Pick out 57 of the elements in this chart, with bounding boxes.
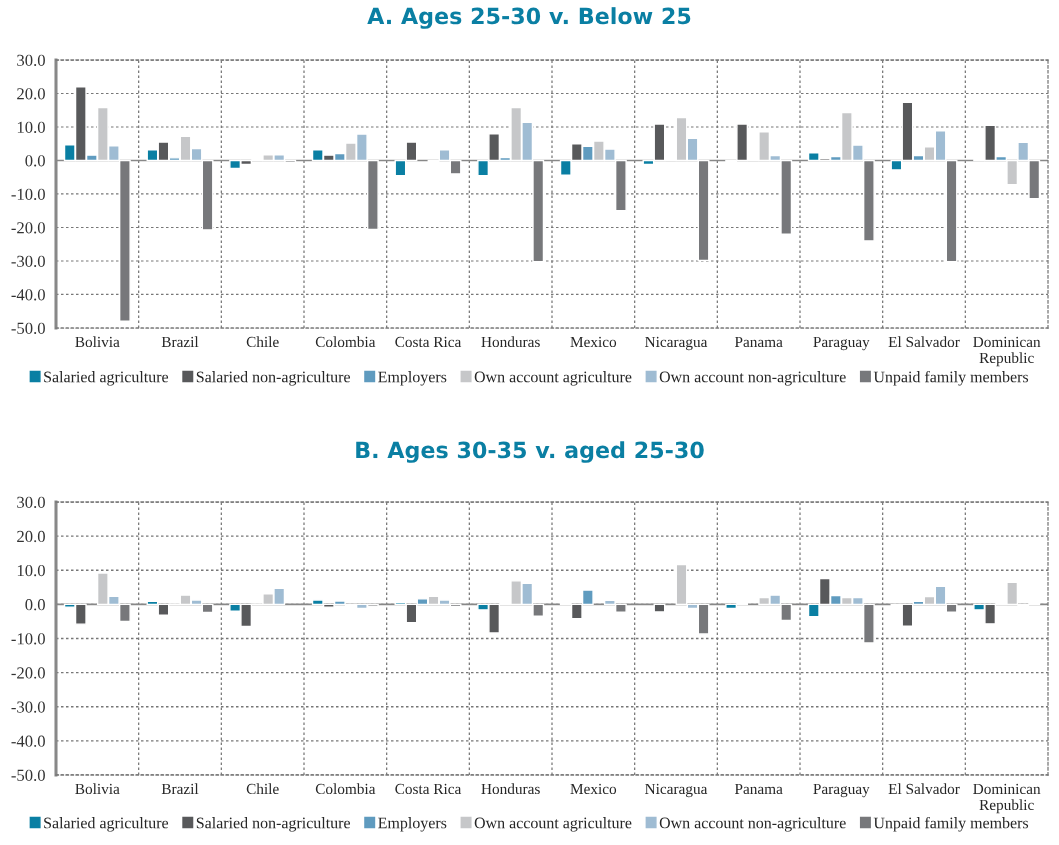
y-tick-label: -20.0 [11, 222, 45, 234]
y-tick-label: -30.0 [11, 701, 45, 713]
y-tick-label: 20.0 [17, 88, 45, 100]
x-tick-label: Costa Rica [395, 783, 462, 795]
legend-label: Unpaid family members [873, 370, 1029, 386]
x-tick-label: El Salvador [888, 336, 960, 348]
legend-label: Salaried agriculture [44, 371, 169, 386]
y-tick-label: -40.0 [11, 735, 45, 747]
x-tick-label: Mexico [570, 783, 617, 795]
x-tick-label: Paraguay [813, 336, 870, 351]
x-tick-label: Costa Rica [395, 336, 462, 348]
legend-label: Own account non-agriculture [659, 371, 846, 386]
y-tick-label: 10.0 [17, 121, 45, 134]
x-tick-label: Panama [734, 336, 783, 348]
x-tick-label: Brazil [161, 336, 199, 348]
y-tick-label: -50.0 [11, 322, 45, 335]
y-tick-label: 30.0 [17, 54, 45, 67]
y-tick-label: -10.0 [11, 188, 45, 201]
legend-label: Own account non-agriculture [659, 817, 846, 832]
x-tick-label: Colombia [315, 783, 376, 795]
legend-label: Employers [378, 817, 447, 832]
x-tick-label: Colombia [315, 336, 376, 348]
chart-title: B. Ages 30-35 v. aged 25-30 [356, 441, 704, 463]
x-tick-label: Nicaragua [645, 336, 708, 351]
y-tick-label: 0.0 [25, 155, 45, 167]
y-tick-label: -20.0 [11, 667, 45, 679]
x-tick-label: Honduras [481, 783, 540, 795]
x-tick-label: Paraguay [813, 783, 870, 798]
x-tick-label: Panama [734, 783, 783, 795]
x-tick-label: Brazil [161, 783, 199, 795]
y-tick-label: 30.0 [17, 496, 45, 509]
x-tick-label: El Salvador [888, 783, 960, 795]
y-tick-label: -40.0 [11, 289, 45, 301]
legend-label: Salaried non-agriculture [196, 817, 350, 832]
bar [653, 603, 666, 613]
x-tick-label: Bolivia [75, 783, 120, 795]
legend-label: Own account agriculture [474, 817, 632, 832]
y-tick-label: -30.0 [11, 255, 45, 268]
y-tick-label: -10.0 [11, 633, 45, 645]
x-tick-label: Chile [246, 336, 279, 348]
x-tick-label: Honduras [481, 336, 540, 348]
legend-label: Employers [378, 371, 447, 386]
y-tick-label: -50.0 [11, 769, 45, 782]
legend-label: Salaried agriculture [44, 817, 169, 832]
x-tick-label: Dominican Republic [973, 783, 1041, 814]
x-tick-label: Mexico [570, 336, 617, 348]
legend-label: Salaried non-agriculture [196, 371, 350, 386]
y-tick-label: 20.0 [17, 530, 45, 543]
x-tick-label: Chile [246, 783, 279, 795]
legend-label: Unpaid family members [873, 816, 1029, 832]
y-tick-label: 0.0 [25, 599, 45, 611]
legend-label: Own account agriculture [474, 371, 632, 386]
x-tick-label: Nicaragua [645, 783, 708, 798]
chart-title: A. Ages 25-30 v. Below 25 [367, 7, 691, 29]
x-tick-label: Dominican Republic [973, 336, 1041, 367]
x-tick-label: Bolivia [75, 336, 120, 348]
y-tick-label: 10.0 [17, 564, 45, 577]
